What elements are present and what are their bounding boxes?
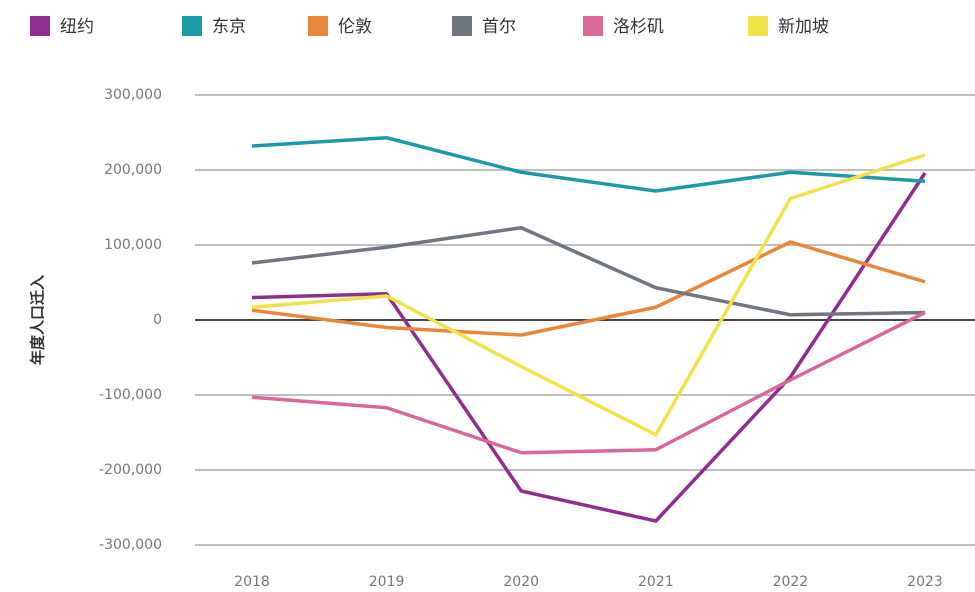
legend-swatch	[182, 16, 202, 36]
x-tick-label: 2020	[503, 574, 539, 590]
legend-label: 纽约	[60, 17, 94, 37]
legend-label: 伦敦	[338, 17, 372, 37]
y-axis-label: 年度人口迁入	[29, 275, 47, 365]
y-tick-label: 200,000	[104, 162, 162, 178]
line	[251, 172, 927, 523]
y-tick-label: 100,000	[104, 237, 162, 253]
legend-swatch	[30, 16, 50, 36]
line	[251, 136, 926, 193]
legend-label: 新加坡	[778, 17, 829, 37]
legend-swatch	[308, 16, 328, 36]
y-tick-label: -200,000	[99, 462, 162, 478]
x-tick-label: 2018	[234, 574, 270, 590]
legend-label: 洛杉矶	[613, 17, 664, 37]
line	[251, 310, 926, 455]
line	[251, 153, 926, 437]
y-tick-label: -100,000	[99, 387, 162, 403]
legend-label: 首尔	[482, 17, 516, 37]
x-tick-label: 2022	[773, 574, 809, 590]
y-tick-label: 0	[153, 312, 162, 328]
legend-label: 东京	[212, 17, 246, 37]
x-tick-label: 2019	[369, 574, 405, 590]
x-tick-label: 2023	[907, 574, 943, 590]
line	[251, 226, 926, 317]
y-tick-label: 300,000	[104, 87, 162, 103]
line	[251, 240, 926, 337]
legend-swatch	[583, 16, 603, 36]
legend-swatch	[452, 16, 472, 36]
x-tick-label: 2021	[638, 574, 674, 590]
y-tick-label: -300,000	[99, 537, 162, 553]
legend-swatch	[748, 16, 768, 36]
